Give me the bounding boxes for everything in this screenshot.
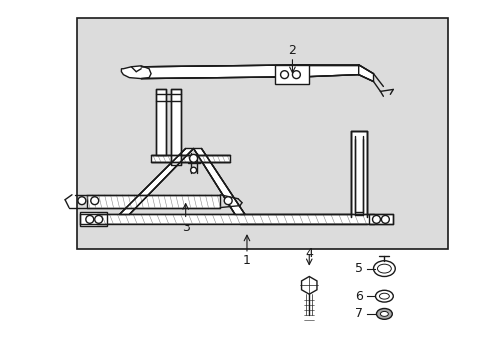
Polygon shape (141, 65, 308, 78)
Circle shape (280, 71, 288, 78)
Text: 1: 1 (243, 254, 250, 267)
Polygon shape (193, 148, 244, 215)
Text: 3: 3 (182, 221, 189, 234)
Polygon shape (358, 65, 373, 82)
Polygon shape (308, 65, 358, 77)
Polygon shape (350, 131, 366, 217)
Circle shape (78, 197, 86, 204)
Circle shape (381, 215, 388, 223)
Bar (77, 18, 447, 249)
Ellipse shape (377, 264, 390, 273)
Polygon shape (119, 148, 193, 215)
Circle shape (95, 215, 102, 223)
Circle shape (189, 154, 197, 162)
Polygon shape (301, 276, 316, 294)
Text: 4: 4 (305, 247, 312, 260)
Polygon shape (80, 212, 106, 226)
Text: 5: 5 (354, 262, 362, 275)
Ellipse shape (375, 290, 392, 302)
Circle shape (91, 197, 99, 204)
Circle shape (372, 215, 380, 223)
Ellipse shape (373, 261, 394, 276)
Text: 2: 2 (288, 44, 296, 57)
Text: 6: 6 (354, 290, 362, 303)
Polygon shape (151, 156, 230, 162)
Ellipse shape (379, 293, 388, 299)
Circle shape (190, 167, 196, 173)
Polygon shape (170, 89, 181, 165)
Polygon shape (87, 195, 220, 208)
Ellipse shape (376, 309, 391, 319)
Circle shape (292, 71, 300, 78)
Polygon shape (121, 66, 151, 78)
Polygon shape (97, 215, 378, 224)
Circle shape (224, 197, 232, 204)
Ellipse shape (380, 311, 387, 316)
Polygon shape (156, 89, 165, 156)
Polygon shape (368, 215, 392, 224)
Text: 7: 7 (354, 307, 362, 320)
Circle shape (86, 215, 94, 223)
Bar (274, 65, 308, 85)
